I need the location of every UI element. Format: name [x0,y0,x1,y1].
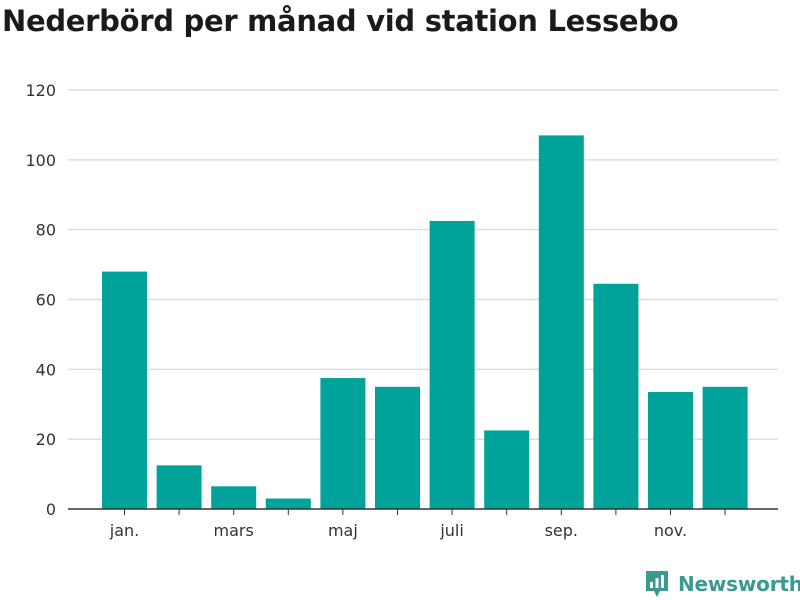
bar-okt[interactable] [593,283,639,509]
x-tick-label: maj [328,521,358,540]
chart-title: Nederbörd per månad vid station Lessebo [2,4,679,38]
y-tick-label: 20 [36,430,56,449]
x-tick-label: juli [439,521,463,540]
bar-apr[interactable] [265,498,311,509]
bar-sep[interactable] [538,135,584,509]
y-tick-label: 80 [36,221,56,240]
x-tick-label: sep. [545,521,578,540]
bar-mars[interactable] [211,486,257,509]
x-tick-label: mars [214,521,254,540]
y-tick-label: 0 [46,500,56,519]
grid-lines [68,89,778,440]
y-axis-ticks: 0 20 40 60 80 100 120 [25,81,56,519]
x-tick-label: nov. [654,521,687,540]
bar-juni[interactable] [375,386,420,509]
bar-maj[interactable] [320,378,366,509]
y-tick-label: 120 [25,81,56,100]
bar-feb[interactable] [156,465,202,509]
bar-aug[interactable] [484,430,530,509]
bar-dec[interactable] [702,386,748,509]
x-axis-ticks: jan. mars maj juli sep. nov. [109,509,726,540]
bars [102,135,748,509]
bar-juli[interactable] [429,220,475,509]
newsworthy-logo-icon [646,571,668,597]
newsworthy-brand[interactable]: Newsworthy [644,569,800,599]
x-tick-label: jan. [109,521,139,540]
brand-name: Newsworthy [678,572,800,596]
y-tick-label: 60 [36,291,56,310]
bar-jan[interactable] [102,271,147,509]
bar-nov[interactable] [648,392,693,509]
y-tick-label: 40 [36,360,56,379]
y-tick-label: 100 [25,151,56,170]
